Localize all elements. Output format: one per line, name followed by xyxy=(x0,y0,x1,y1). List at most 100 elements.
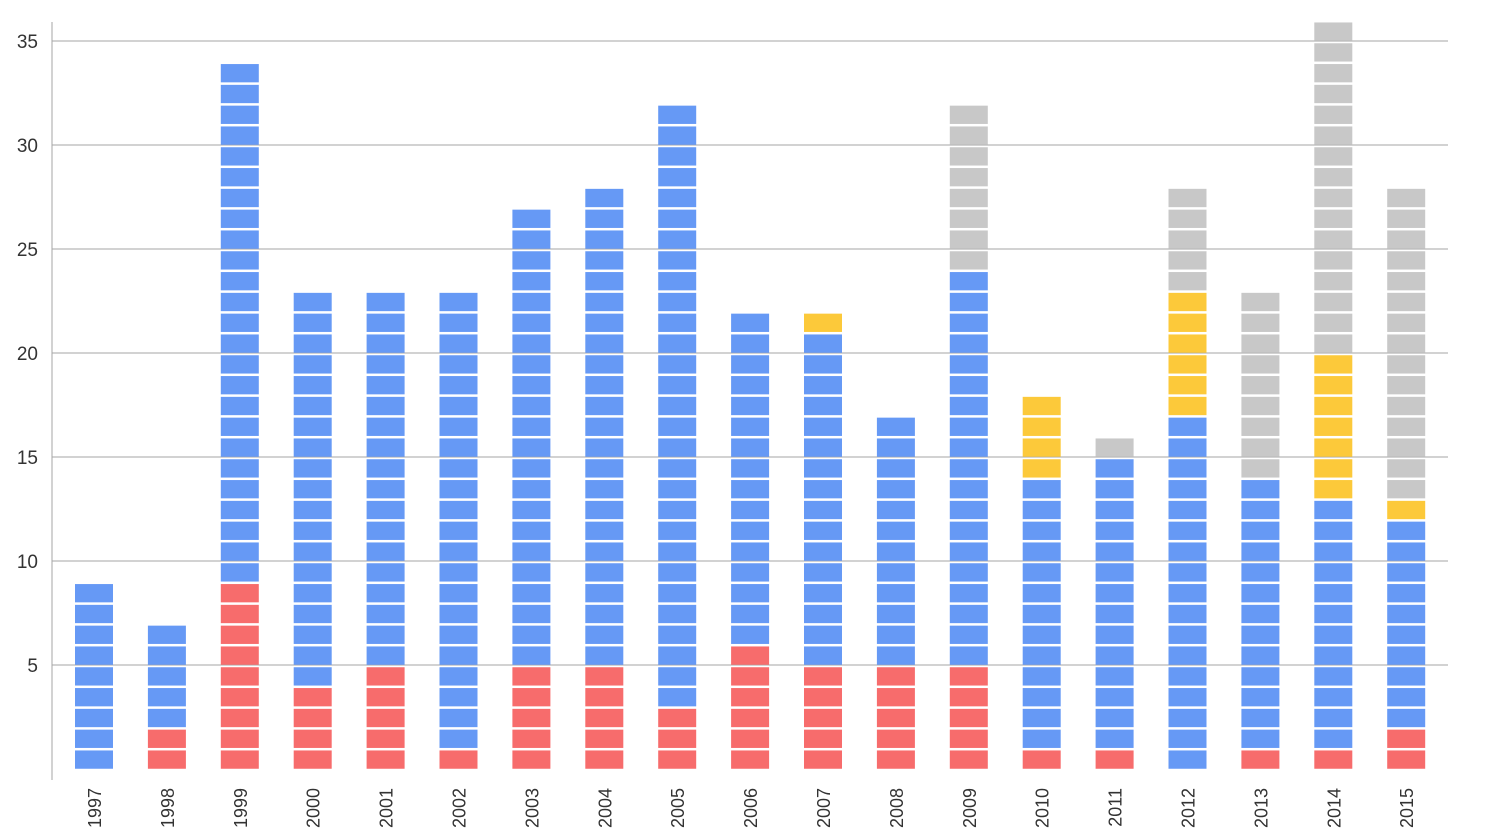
bar-block-s1 xyxy=(293,500,332,520)
bar-block-s0 xyxy=(147,729,186,748)
bar-block-s1 xyxy=(1241,563,1280,582)
bar-block-s1 xyxy=(585,355,624,374)
bar-block-s3 xyxy=(1387,396,1426,416)
bar-block-s2 xyxy=(1314,459,1353,478)
bar-block-s1 xyxy=(293,355,332,374)
bar-2011 xyxy=(1095,438,1134,769)
bar-block-s1 xyxy=(439,313,478,332)
bar-block-s1 xyxy=(949,313,988,332)
bar-block-s1 xyxy=(1387,667,1426,686)
bar-block-s1 xyxy=(1314,563,1353,582)
bar-block-s1 xyxy=(949,272,988,291)
bar-2003 xyxy=(512,209,551,769)
bar-block-s1 xyxy=(220,480,259,499)
bar-block-s0 xyxy=(585,708,624,728)
bar-block-s0 xyxy=(731,667,770,686)
bar-block-s1 xyxy=(585,438,624,457)
bar-block-s1 xyxy=(293,459,332,478)
bar-block-s1 xyxy=(731,500,770,520)
bar-block-s1 xyxy=(585,376,624,395)
bar-2010 xyxy=(1022,396,1061,769)
bar-block-s0 xyxy=(876,667,915,686)
bar-block-s1 xyxy=(1387,584,1426,603)
bar-block-s2 xyxy=(1314,417,1353,436)
bar-block-s1 xyxy=(1314,604,1353,624)
bar-block-s1 xyxy=(366,355,405,374)
bar-block-s1 xyxy=(585,584,624,603)
bar-block-s1 xyxy=(439,542,478,561)
bar-block-s1 xyxy=(585,292,624,312)
bar-block-s3 xyxy=(1387,417,1426,436)
bar-block-s1 xyxy=(439,459,478,478)
bar-block-s0 xyxy=(658,750,697,769)
y-tick-label: 20 xyxy=(17,344,38,365)
bar-block-s1 xyxy=(658,292,697,312)
bar-block-s3 xyxy=(1314,188,1353,208)
bar-block-s1 xyxy=(147,646,186,665)
bar-block-s1 xyxy=(949,438,988,457)
x-tick-label: 2010 xyxy=(1033,788,1053,828)
bar-block-s1 xyxy=(658,438,697,457)
bar-block-s3 xyxy=(1314,168,1353,187)
bar-block-s0 xyxy=(147,750,186,769)
bar-block-s0 xyxy=(220,625,259,644)
bar-block-s1 xyxy=(804,334,842,353)
bar-block-s2 xyxy=(1314,376,1353,395)
bar-2012 xyxy=(1168,188,1207,769)
bar-block-s1 xyxy=(1241,625,1280,644)
bar-block-s1 xyxy=(293,604,332,624)
bar-block-s1 xyxy=(366,417,405,436)
bar-block-s1 xyxy=(1095,480,1134,499)
bar-block-s1 xyxy=(1387,625,1426,644)
bar-block-s1 xyxy=(658,105,697,124)
bar-block-s1 xyxy=(658,168,697,187)
bar-block-s3 xyxy=(1168,272,1207,291)
bar-block-s3 xyxy=(1168,188,1207,208)
bar-block-s1 xyxy=(366,646,405,665)
bar-block-s3 xyxy=(1168,251,1207,270)
bar-block-s1 xyxy=(439,563,478,582)
bar-block-s0 xyxy=(949,688,988,707)
bar-block-s1 xyxy=(220,417,259,436)
y-tick-label: 15 xyxy=(17,448,38,469)
bar-block-s1 xyxy=(876,625,915,644)
bar-block-s3 xyxy=(1314,313,1353,332)
bar-block-s1 xyxy=(731,604,770,624)
bar-block-s1 xyxy=(1022,480,1061,499)
bar-block-s3 xyxy=(1387,459,1426,478)
bar-block-s1 xyxy=(439,438,478,457)
bar-block-s1 xyxy=(512,376,551,395)
bar-block-s1 xyxy=(731,376,770,395)
bar-block-s1 xyxy=(731,584,770,603)
x-tick-label: 2008 xyxy=(887,788,907,828)
bar-block-s0 xyxy=(731,729,770,748)
bar-block-s1 xyxy=(731,563,770,582)
bar-block-s1 xyxy=(439,334,478,353)
bar-block-s1 xyxy=(366,396,405,416)
bar-block-s1 xyxy=(949,584,988,603)
bar-block-s1 xyxy=(876,584,915,603)
x-axis: 1997 1998 1999 2000 2001 2002 2003 2004 2005 2006… xyxy=(85,788,1417,828)
bar-block-s0 xyxy=(585,667,624,686)
bar-block-s1 xyxy=(220,251,259,270)
bar-block-s1 xyxy=(731,438,770,457)
bar-block-s0 xyxy=(293,729,332,748)
bar-block-s1 xyxy=(512,521,551,540)
bar-block-s1 xyxy=(1168,604,1207,624)
bar-block-s3 xyxy=(1241,459,1280,478)
bar-block-s3 xyxy=(1387,292,1426,312)
bar-block-s1 xyxy=(658,334,697,353)
bar-block-s0 xyxy=(804,688,842,707)
bar-block-s1 xyxy=(949,604,988,624)
bar-block-s1 xyxy=(585,542,624,561)
bar-2008 xyxy=(876,417,915,769)
bar-block-s1 xyxy=(220,334,259,353)
bar-block-s1 xyxy=(1314,584,1353,603)
bar-block-s1 xyxy=(949,334,988,353)
bar-block-s1 xyxy=(876,563,915,582)
bar-block-s1 xyxy=(1095,625,1134,644)
bar-block-s1 xyxy=(512,209,551,228)
bar-block-s1 xyxy=(293,334,332,353)
bar-block-s1 xyxy=(949,521,988,540)
bar-block-s1 xyxy=(658,563,697,582)
